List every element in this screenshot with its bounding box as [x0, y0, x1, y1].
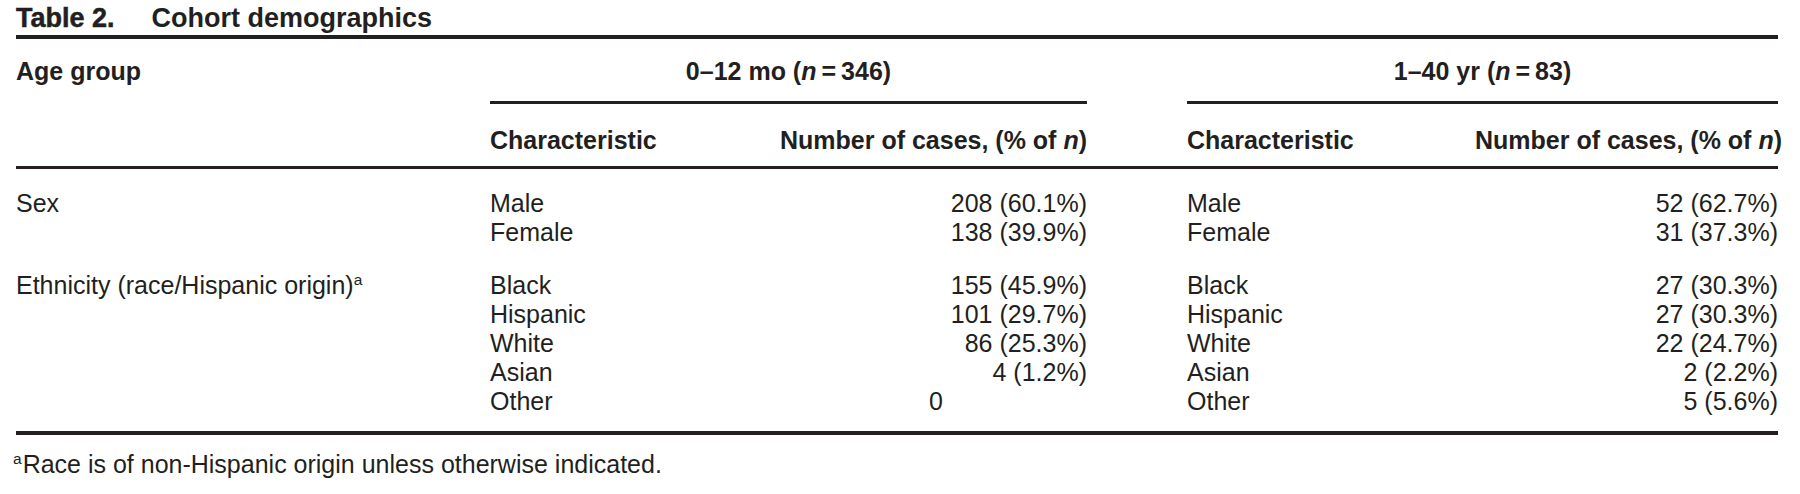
group2-equals: =	[1511, 57, 1536, 85]
table-row: Sex Male 208 (60.1%) Male 52 (62.7%)	[16, 189, 1778, 218]
table-caption: Table 2. Cohort demographics	[16, 3, 432, 33]
column-header-number-1: Number of cases, (% of n)	[750, 125, 1087, 155]
value-cell: 138 (39.9%)	[750, 218, 1087, 247]
sex-block: Sex Male 208 (60.1%) Male 52 (62.7%) Fem…	[16, 189, 1778, 247]
value-cell: 101 (29.7%)	[750, 300, 1087, 329]
group1-equals: =	[816, 57, 841, 85]
row-label-text: Ethnicity (race/Hispanic origin)	[16, 271, 354, 299]
characteristic-cell: Asian	[490, 358, 750, 387]
characteristic-cell: Male	[1187, 189, 1455, 218]
value-cell: 22 (24.7%)	[1455, 329, 1778, 358]
column-gap	[1087, 358, 1187, 387]
column-header-number-2: Number of cases, (% of n)	[1455, 125, 1782, 155]
characteristic-cell: White	[1187, 329, 1455, 358]
characteristic-cell: Other	[490, 387, 750, 416]
characteristic-cell: Male	[490, 189, 750, 218]
value-cell: 4 (1.2%)	[750, 358, 1087, 387]
characteristic-cell: Female	[1187, 218, 1455, 247]
table-figure: Table 2. Cohort demographics Age group 0–…	[0, 0, 1800, 494]
value-cell: 27 (30.3%)	[1455, 271, 1778, 300]
column-gap	[1087, 300, 1187, 329]
ethnicity-block: Ethnicity (race/Hispanic origin)a Black …	[16, 271, 1778, 416]
characteristic-cell: Black	[490, 271, 750, 300]
footnote-marker: a	[354, 271, 363, 288]
characteristic-cell: Black	[1187, 271, 1455, 300]
column-header-characteristic-2: Characteristic	[1187, 125, 1354, 155]
column-header-characteristic-1: Characteristic	[490, 125, 657, 155]
characteristic-cell: White	[490, 329, 750, 358]
characteristic-cell: Hispanic	[490, 300, 750, 329]
column-gap	[1087, 218, 1187, 247]
value-cell: 2 (2.2%)	[1455, 358, 1778, 387]
table-number: Table 2.	[16, 3, 115, 33]
number-header-close: )	[1774, 126, 1782, 154]
characteristic-cell: Other	[1187, 387, 1455, 416]
value-cell: 208 (60.1%)	[750, 189, 1087, 218]
characteristic-cell: Female	[490, 218, 750, 247]
group2-range: 1–40 yr (	[1394, 57, 1495, 85]
table-row: Ethnicity (race/Hispanic origin)a Black …	[16, 271, 1778, 300]
number-header-text: Number of cases, (% of	[780, 126, 1063, 154]
value-cell: 27 (30.3%)	[1455, 300, 1778, 329]
value-cell: 0	[750, 387, 1087, 416]
column-gap	[1087, 271, 1187, 300]
footnote-text: Race is of non-Hispanic origin unless ot…	[23, 450, 662, 478]
number-header-n-symbol: n	[1758, 126, 1773, 154]
column-header-age-group: Age group	[16, 56, 141, 86]
header-bottom-rule	[16, 166, 1778, 169]
value-cell: 52 (62.7%)	[1455, 189, 1778, 218]
number-header-n-symbol: n	[1063, 126, 1078, 154]
characteristic-cell: Asian	[1187, 358, 1455, 387]
value-cell: 86 (25.3%)	[750, 329, 1087, 358]
value-cell: 155 (45.9%)	[750, 271, 1087, 300]
top-rule	[16, 35, 1778, 39]
column-gap	[1087, 189, 1187, 218]
row-label-sex: Sex	[16, 189, 490, 247]
group1-count: 346)	[841, 57, 891, 85]
column-gap	[1087, 387, 1187, 416]
table-caption-text: Cohort demographics	[152, 3, 433, 33]
row-label-ethnicity: Ethnicity (race/Hispanic origin)a	[16, 271, 490, 416]
bottom-rule	[16, 431, 1778, 435]
value-cell: 5 (5.6%)	[1455, 387, 1778, 416]
column-gap	[1087, 329, 1187, 358]
group-header-1-40yr: 1–40 yr (n = 83)	[1187, 56, 1778, 86]
group1-range: 0–12 mo (	[686, 57, 801, 85]
group2-spanner-rule	[1187, 101, 1778, 104]
number-header-close: )	[1079, 126, 1087, 154]
table-footnote: aRace is of non-Hispanic origin unless o…	[13, 449, 662, 479]
row-label-text: Sex	[16, 189, 59, 217]
value-cell: 31 (37.3%)	[1455, 218, 1778, 247]
group-header-0-12mo: 0–12 mo (n = 346)	[490, 56, 1087, 86]
group2-n-symbol: n	[1495, 57, 1510, 85]
group1-spanner-rule	[490, 101, 1087, 104]
group1-n-symbol: n	[801, 57, 816, 85]
group2-count: 83)	[1535, 57, 1571, 85]
characteristic-cell: Hispanic	[1187, 300, 1455, 329]
number-header-text: Number of cases, (% of	[1475, 126, 1758, 154]
footnote-marker: a	[13, 450, 22, 467]
